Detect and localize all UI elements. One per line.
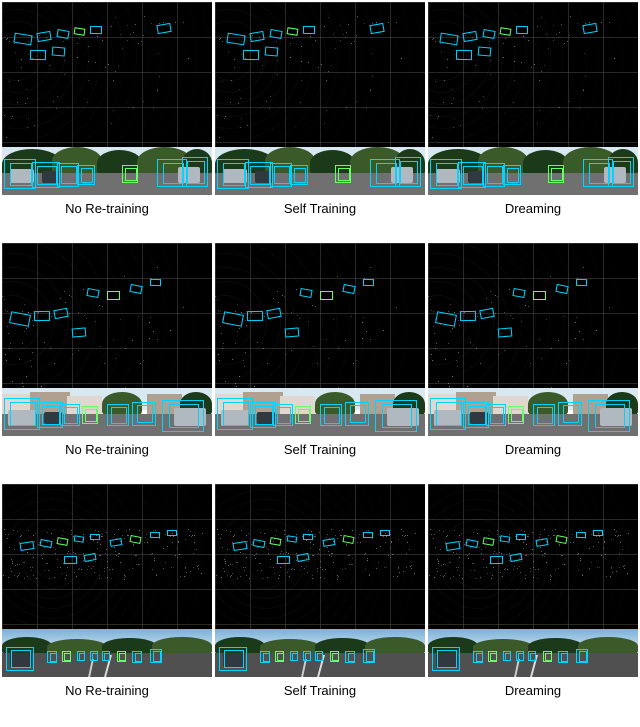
camera-view xyxy=(2,629,212,677)
panel-r1-c1 xyxy=(2,2,212,195)
caption-row: No Re-training Self Training Dreaming xyxy=(2,199,638,222)
camera-view xyxy=(2,388,212,436)
panel-row-2 xyxy=(2,243,638,436)
panel-r3-c2 xyxy=(215,484,425,677)
point-cloud xyxy=(2,484,212,629)
lidar-view xyxy=(2,243,212,388)
point-cloud xyxy=(428,484,638,629)
caption-col1: No Re-training xyxy=(2,440,212,463)
point-cloud xyxy=(2,2,212,147)
panel-row-1 xyxy=(2,2,638,195)
lidar-view xyxy=(215,2,425,147)
row-3: No Re-training Self Training Dreaming xyxy=(2,484,638,721)
caption-col3: Dreaming xyxy=(428,440,638,463)
point-cloud xyxy=(215,484,425,629)
lidar-view xyxy=(215,484,425,629)
caption-col3: Dreaming xyxy=(428,681,638,704)
lidar-view xyxy=(428,243,638,388)
row-2: No Re-training Self Training Dreaming xyxy=(2,243,638,480)
camera-view xyxy=(428,388,638,436)
panel-r3-c3 xyxy=(428,484,638,677)
panel-r1-c2 xyxy=(215,2,425,195)
camera-view xyxy=(215,388,425,436)
panel-r2-c2 xyxy=(215,243,425,436)
caption-col2: Self Training xyxy=(215,440,425,463)
lidar-view xyxy=(215,243,425,388)
camera-view xyxy=(428,629,638,677)
caption-col1: No Re-training xyxy=(2,681,212,704)
panel-r3-c1 xyxy=(2,484,212,677)
point-cloud xyxy=(428,2,638,147)
camera-view xyxy=(2,147,212,195)
caption-col3: Dreaming xyxy=(428,199,638,222)
camera-view xyxy=(215,147,425,195)
panel-row-3 xyxy=(2,484,638,677)
lidar-view xyxy=(2,2,212,147)
caption-col2: Self Training xyxy=(215,199,425,222)
panel-r2-c3 xyxy=(428,243,638,436)
camera-view xyxy=(428,147,638,195)
caption-col2: Self Training xyxy=(215,681,425,704)
camera-view xyxy=(215,629,425,677)
lidar-view xyxy=(2,484,212,629)
lidar-view xyxy=(428,484,638,629)
panel-r2-c1 xyxy=(2,243,212,436)
caption-row: No Re-training Self Training Dreaming xyxy=(2,681,638,704)
panel-r1-c3 xyxy=(428,2,638,195)
row-1: No Re-training Self Training Dreaming xyxy=(2,2,638,239)
caption-row: No Re-training Self Training Dreaming xyxy=(2,440,638,463)
caption-col1: No Re-training xyxy=(2,199,212,222)
lidar-view xyxy=(428,2,638,147)
point-cloud xyxy=(215,2,425,147)
